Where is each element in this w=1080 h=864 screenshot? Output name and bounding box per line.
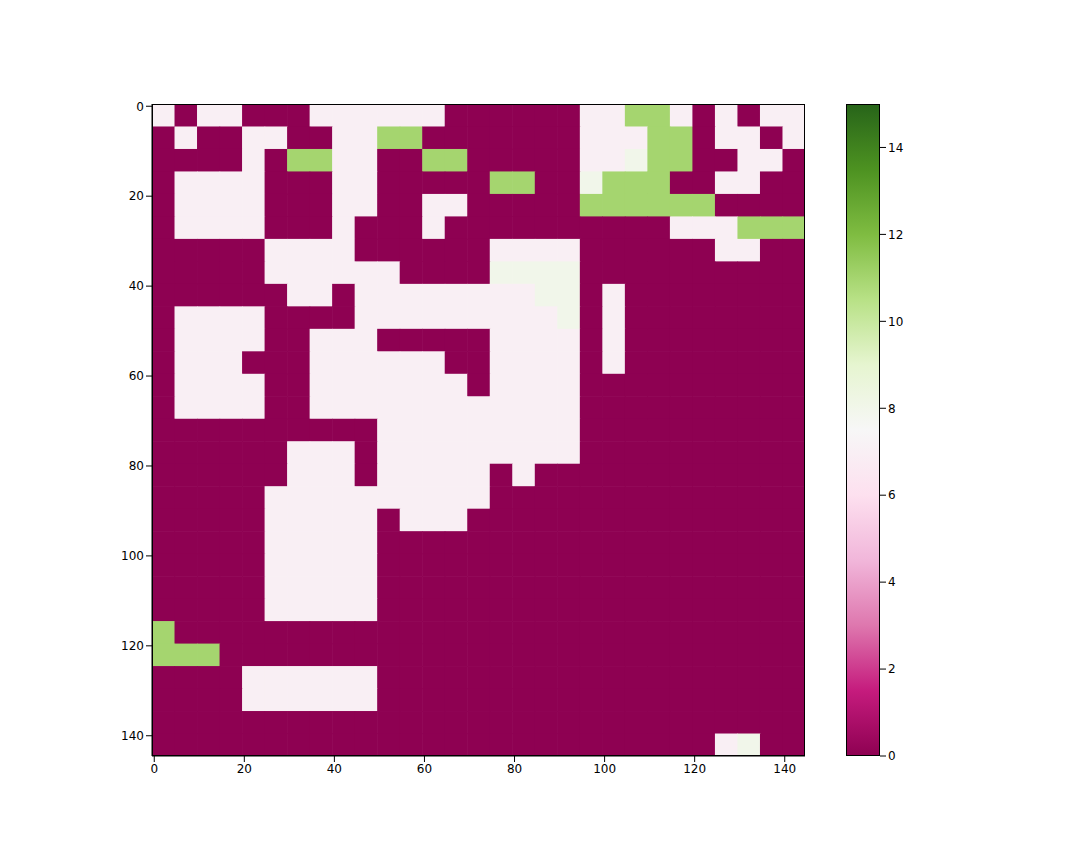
svg-text:40: 40 — [129, 279, 144, 293]
svg-text:20: 20 — [129, 189, 144, 203]
svg-text:10: 10 — [888, 315, 903, 329]
svg-text:140: 140 — [773, 762, 796, 776]
svg-text:14: 14 — [888, 141, 903, 155]
svg-text:100: 100 — [121, 549, 144, 563]
svg-text:40: 40 — [327, 762, 342, 776]
svg-text:4: 4 — [888, 575, 896, 589]
svg-text:20: 20 — [237, 762, 252, 776]
svg-text:60: 60 — [417, 762, 432, 776]
svg-text:80: 80 — [129, 459, 144, 473]
svg-text:0: 0 — [888, 749, 896, 763]
svg-text:12: 12 — [888, 228, 903, 242]
svg-text:2: 2 — [888, 662, 896, 676]
svg-text:6: 6 — [888, 488, 896, 502]
svg-text:60: 60 — [129, 369, 144, 383]
svg-text:100: 100 — [593, 762, 616, 776]
svg-text:140: 140 — [121, 729, 144, 743]
svg-text:80: 80 — [507, 762, 522, 776]
svg-text:8: 8 — [888, 402, 896, 416]
svg-text:0: 0 — [150, 762, 158, 776]
svg-text:120: 120 — [121, 639, 144, 653]
svg-text:120: 120 — [683, 762, 706, 776]
svg-text:0: 0 — [136, 100, 144, 114]
